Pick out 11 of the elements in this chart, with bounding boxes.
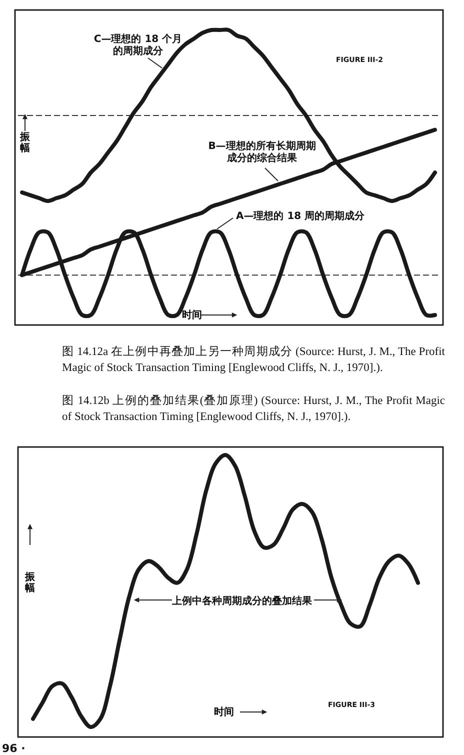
y-axis-title: 振幅 — [19, 131, 31, 154]
caption: 图 14.12b 上例的叠加结果(叠加原理) (Source: Hurst, J. M., The Profit Magic of Stock Transaction Timing [Englewood Cliffs, N. J., 1970].). — [62, 394, 445, 425]
series-label: B—理想的所有长期周期成分的综合结果 — [208, 140, 316, 164]
series-label: C—理想的 18 个月的周期成分 — [94, 33, 182, 57]
x-axis-title: 时间 — [214, 706, 234, 718]
legend-label: A—理想的 18 周的周期成分 — [236, 210, 366, 222]
y-axis-title: 振幅 — [24, 571, 36, 594]
text: 96 · — [2, 742, 26, 755]
x-axis-title: 时间 — [182, 309, 202, 321]
legend-label: 上例中各种周期成分的叠加结果 — [171, 595, 313, 607]
caption: 图 14.12a 在上例中再叠加上另一种周期成分 (Source: Hurst, J. M., The Profit Magic of Stock Transaction Timing [Englewood Cliffs, N. J., 1970].). — [62, 344, 445, 376]
